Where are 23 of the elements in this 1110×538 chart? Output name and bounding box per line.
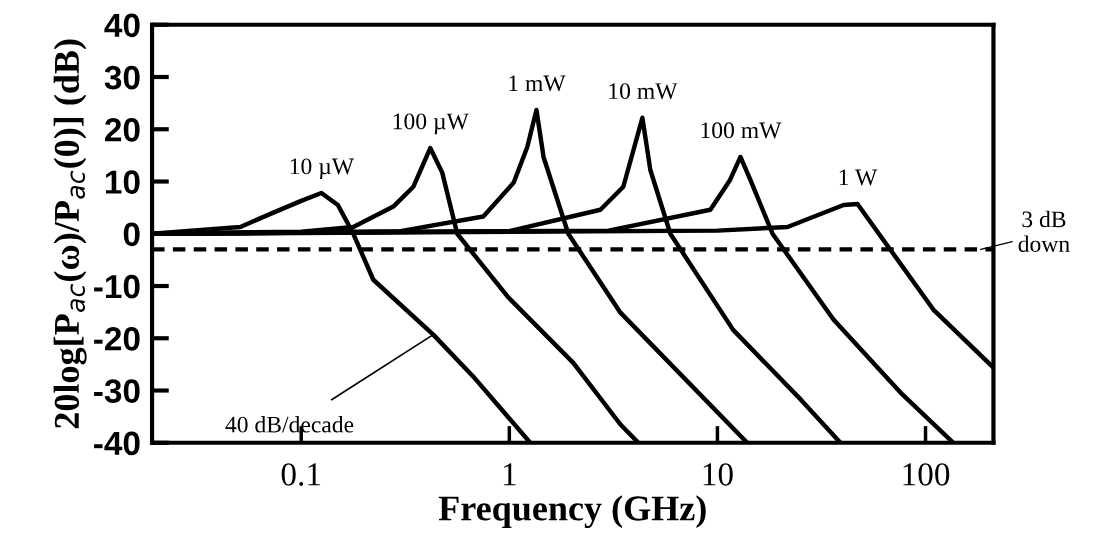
series-label: 100 mW <box>701 122 782 139</box>
ref-line-label: 3 dB down <box>1018 210 1070 253</box>
y-tick-label: -30 <box>94 379 140 403</box>
x-tick-label: 10 <box>703 463 733 486</box>
x-tick-label: 0.1 <box>281 463 321 486</box>
y-tick-label: 20 <box>105 118 140 142</box>
series-label: 10 mW <box>609 83 678 100</box>
y-tick-label: -20 <box>94 327 140 351</box>
y-axis-title: 20log[P$_{ac}$(ω)/P$_{ac}$(0)] (dB) <box>53 39 87 429</box>
series-label: 1 mW <box>509 75 566 92</box>
y-tick-label: 10 <box>105 170 140 194</box>
y-tick-label: 0 <box>123 222 140 247</box>
series-label: 10 µW <box>290 158 355 180</box>
annotation: 40 dB/decade <box>225 415 354 433</box>
series-label: 1 W <box>839 169 878 186</box>
x-tick-label: 1 <box>503 463 516 486</box>
x-axis-title: Frequency (GHz) <box>438 495 706 529</box>
y-tick-label: -10 <box>94 274 140 299</box>
y-tick-label: 30 <box>104 65 140 90</box>
series-label: 100 µW <box>393 113 469 135</box>
y-tick-label: 40 <box>104 13 140 38</box>
x-tick-label: 100 <box>903 463 950 486</box>
y-tick-label: -40 <box>94 431 140 456</box>
